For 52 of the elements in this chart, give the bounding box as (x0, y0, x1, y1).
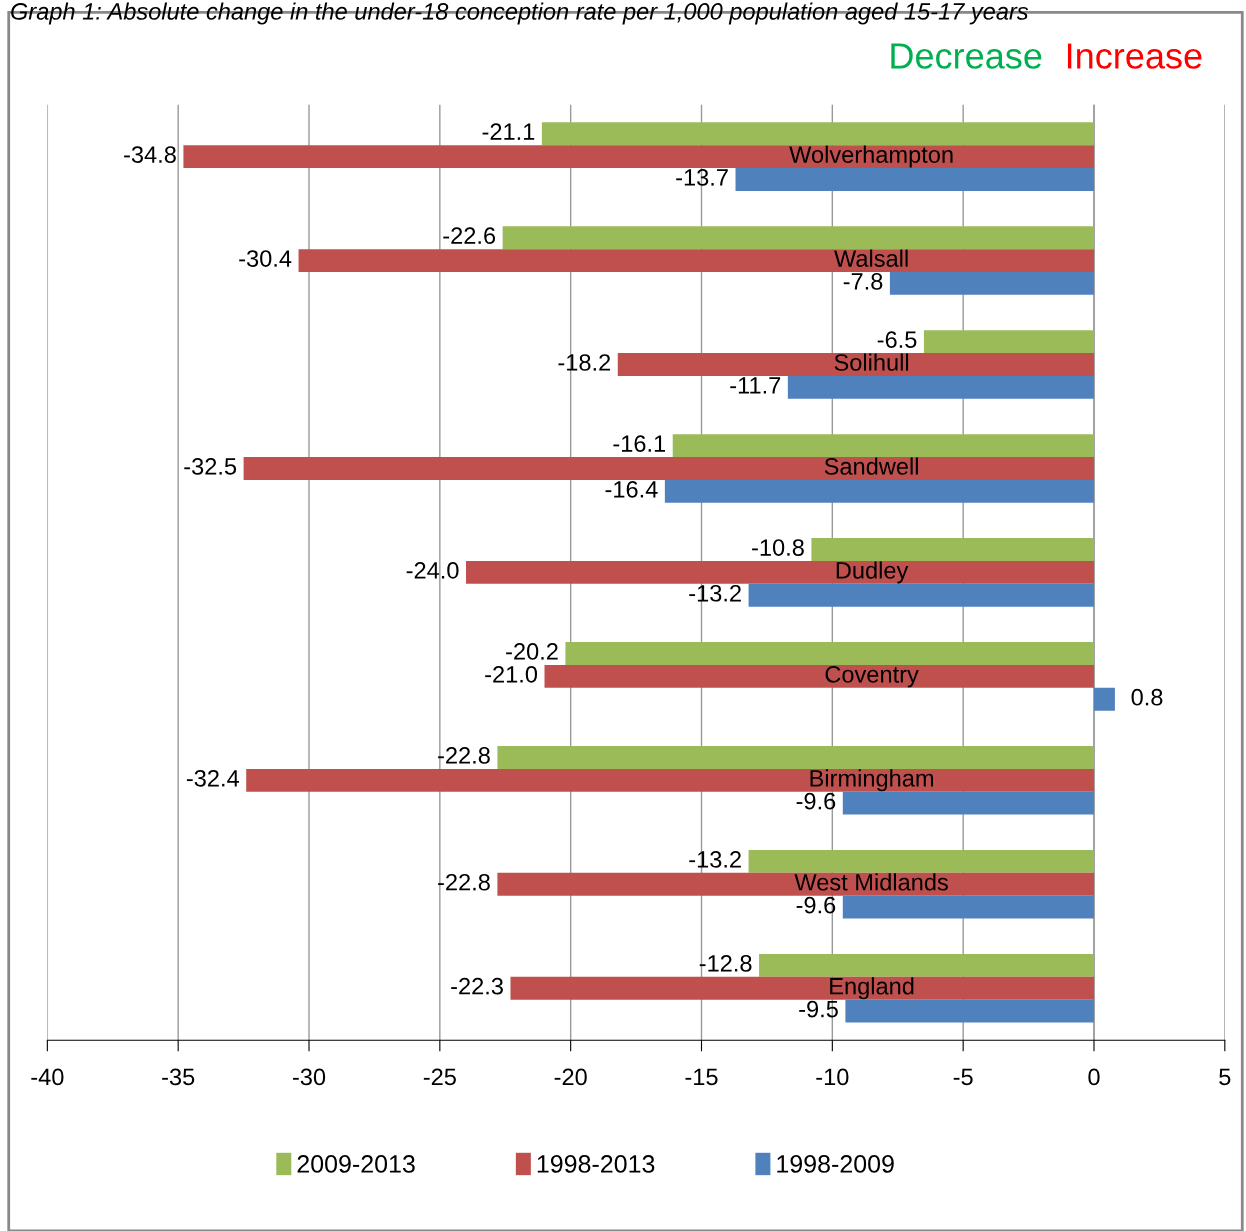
x-tick-label: -20 (554, 1068, 587, 1086)
chart-title: Graph 1: Absolute change in the under-18 conception rate per 1,000 population aged 15-17 years (11, 2, 1029, 25)
x-tick-label: 0 (1088, 1068, 1100, 1086)
data-label: -32.4 (186, 769, 239, 787)
data-label: 0.8 (1131, 688, 1163, 706)
y-tick-label: West Midlands (794, 873, 948, 891)
data-label: -10.8 (752, 539, 804, 556)
data-label: -30.4 (239, 250, 292, 267)
data-label: -13.7 (676, 169, 728, 186)
x-tick-label: -25 (423, 1068, 456, 1086)
data-label: -34.8 (124, 146, 176, 163)
data-label: -9.5 (799, 1000, 838, 1018)
data-label: -20.2 (506, 643, 558, 660)
data-label: -9.6 (796, 896, 836, 914)
data-label: -32.5 (184, 458, 237, 475)
x-tick-label: -40 (31, 1068, 64, 1086)
y-tick-label: Dudley (836, 561, 909, 584)
y-tick-label: Walsall (834, 249, 908, 267)
data-label: -11.7 (730, 377, 781, 394)
data-label: -13.2 (689, 584, 741, 602)
y-tick-label: Coventry (825, 665, 919, 688)
data-label: -22.6 (443, 227, 496, 245)
y-tick-label: England (830, 977, 914, 1000)
data-label: -21.1 (482, 123, 535, 140)
y-tick-label: Birmingham (810, 769, 933, 792)
x-tick-label: -30 (292, 1068, 326, 1086)
data-label: -7.8 (843, 273, 883, 290)
data-label: -6.5 (877, 331, 917, 348)
data-label: -21.0 (485, 665, 538, 683)
data-label: -22.3 (451, 977, 503, 995)
text: Decrease (891, 43, 1042, 69)
x-tick-label: -35 (162, 1068, 195, 1086)
data-label: -16.4 (605, 480, 658, 498)
legend-label: 1998-2009 (777, 1155, 894, 1173)
data-label: -18.2 (558, 354, 611, 371)
text: Increase (1067, 43, 1202, 69)
x-tick-label: -15 (685, 1068, 718, 1086)
y-tick-label: Sandwell (824, 457, 918, 475)
data-label: -12.8 (699, 954, 752, 972)
data-label: -22.8 (438, 873, 490, 891)
y-tick-label: Solihull (834, 353, 909, 371)
data-label: -24.0 (406, 562, 459, 579)
x-tick-label: 5 (1219, 1068, 1231, 1086)
data-label: -13.2 (689, 851, 741, 868)
x-tick-label: -5 (953, 1068, 973, 1086)
x-tick-label: -10 (816, 1068, 849, 1086)
y-tick-label: Wolverhampton (789, 145, 953, 168)
legend-label: 2009-2013 (297, 1155, 415, 1173)
legend-label: 1998-2013 (537, 1155, 655, 1173)
data-label: -22.8 (438, 747, 490, 764)
data-label: -9.6 (796, 792, 836, 810)
data-label: -16.1 (613, 435, 666, 452)
